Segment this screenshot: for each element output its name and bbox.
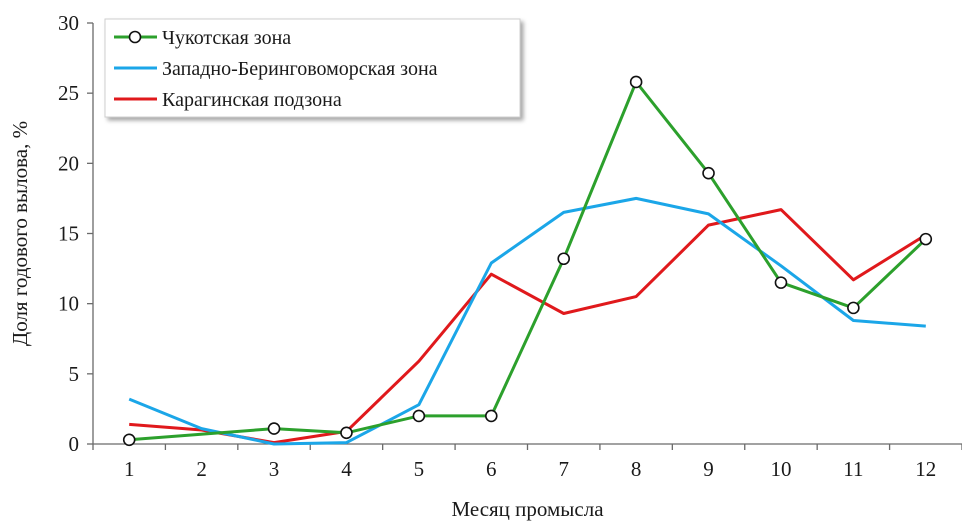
y-tick-label: 20 <box>58 151 79 175</box>
x-tick-label: 5 <box>414 457 425 481</box>
legend-label: Западно-Беринговоморская зона <box>162 58 438 80</box>
series-line <box>128 196 926 446</box>
series-layer <box>122 75 933 447</box>
x-tick-label: 1 <box>124 457 135 481</box>
y-axis-title-group: Доля годового вылова, % <box>8 121 32 346</box>
data-point-marker <box>267 422 281 435</box>
data-point-marker <box>557 252 571 266</box>
x-tick-label: 6 <box>486 457 497 481</box>
legend: Чукотская зона Западно-Беринговоморская з… <box>104 18 521 118</box>
legend-label: Чукотская зона <box>162 27 291 49</box>
data-point-marker <box>412 409 426 423</box>
data-point-marker <box>919 232 933 246</box>
y-tick-label: 30 <box>58 11 79 35</box>
y-tick-label: 10 <box>58 292 79 316</box>
data-point-marker <box>847 301 860 315</box>
legend-box <box>104 18 521 118</box>
series-1 <box>128 196 926 446</box>
x-tick-label: 11 <box>843 457 863 481</box>
data-point-marker <box>484 409 498 423</box>
x-tick-label: 9 <box>703 457 714 481</box>
data-point-marker <box>122 433 136 447</box>
x-tick-label: 8 <box>631 457 642 481</box>
y-tick-label: 15 <box>58 222 79 246</box>
data-point-marker <box>702 166 715 180</box>
legend-marker <box>128 30 142 44</box>
data-point-marker <box>629 75 643 89</box>
x-tick-label: 4 <box>341 457 352 481</box>
x-tick-label: 7 <box>558 457 569 481</box>
series-line <box>129 80 927 442</box>
x-tick-label: 10 <box>770 457 791 481</box>
x-axis-title: Месяц промысла <box>451 497 604 521</box>
series-0 <box>122 75 933 447</box>
x-tick-label: 2 <box>196 457 207 481</box>
x-tick-label: 12 <box>915 457 936 481</box>
y-tick-label: 5 <box>69 362 80 386</box>
data-point-marker <box>340 426 353 440</box>
y-tick-label: 25 <box>58 81 79 105</box>
x-tick-label: 3 <box>269 457 280 481</box>
series-2 <box>129 208 927 445</box>
legend-label: Карагинская подзона <box>162 89 342 111</box>
series-line <box>129 208 927 445</box>
y-tick-label: 0 <box>69 432 80 456</box>
data-point-marker <box>774 276 788 289</box>
y-axis-title: Доля годового вылова, % <box>8 121 32 346</box>
